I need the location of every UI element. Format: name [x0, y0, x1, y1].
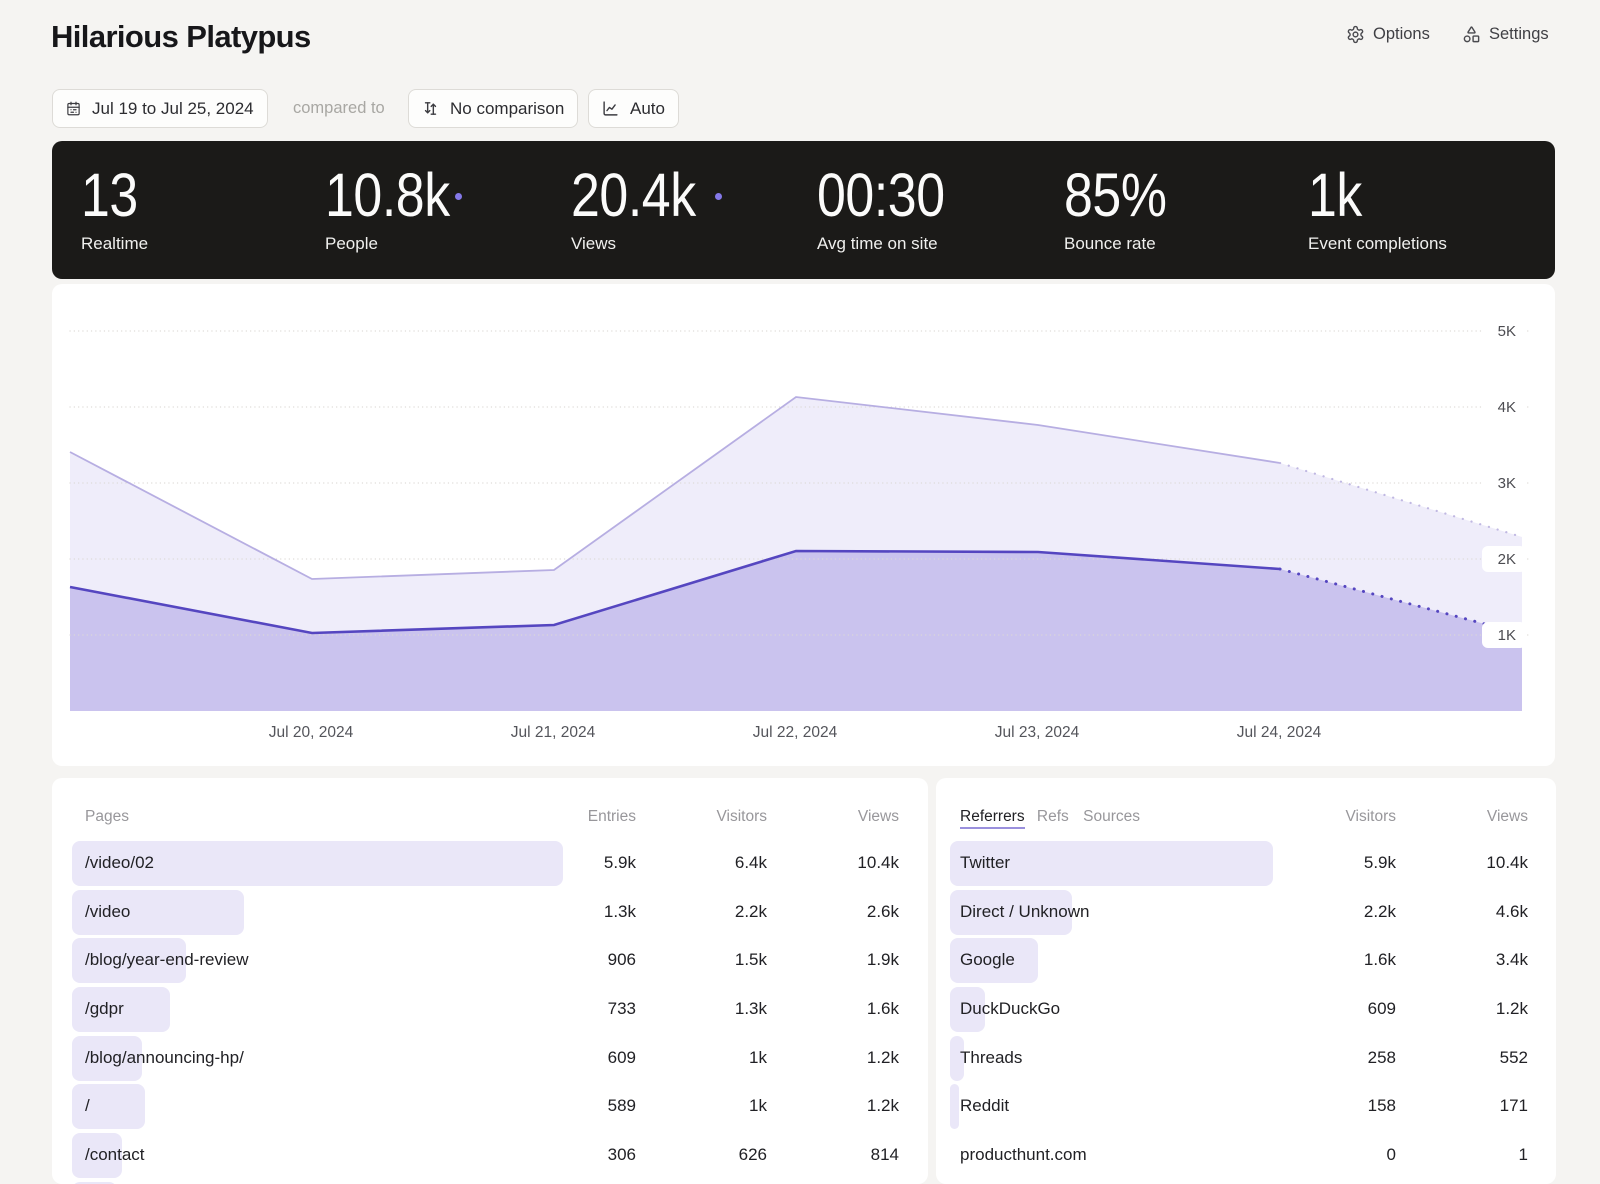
svg-text:Jul 21, 2024: Jul 21, 2024 — [511, 724, 596, 741]
svg-text:3K: 3K — [1498, 475, 1516, 492]
svg-text:5K: 5K — [1498, 323, 1516, 340]
svg-text:1K: 1K — [1498, 627, 1516, 644]
svg-text:2K: 2K — [1498, 551, 1516, 568]
svg-text:Jul 22, 2024: Jul 22, 2024 — [753, 724, 838, 741]
svg-text:4K: 4K — [1498, 399, 1516, 416]
svg-text:Jul 20, 2024: Jul 20, 2024 — [269, 724, 354, 741]
svg-text:Jul 24, 2024: Jul 24, 2024 — [1237, 724, 1322, 741]
svg-text:Jul 23, 2024: Jul 23, 2024 — [995, 724, 1080, 741]
